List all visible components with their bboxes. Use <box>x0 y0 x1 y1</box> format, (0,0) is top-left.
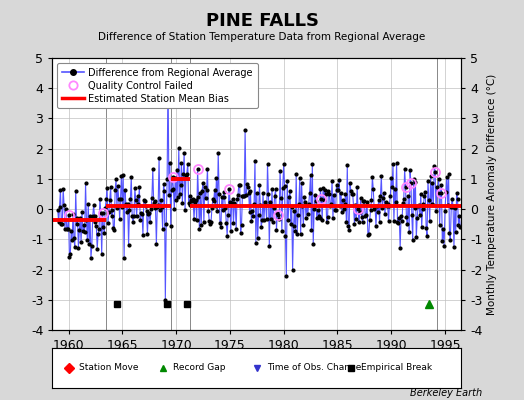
Text: Empirical Break: Empirical Break <box>361 364 432 372</box>
Legend: Difference from Regional Average, Quality Control Failed, Estimated Station Mean: Difference from Regional Average, Qualit… <box>57 63 258 108</box>
Text: Record Gap: Record Gap <box>173 364 225 372</box>
Text: PINE FALLS: PINE FALLS <box>205 12 319 30</box>
Text: Station Move: Station Move <box>79 364 138 372</box>
Text: Time of Obs. Change: Time of Obs. Change <box>267 364 362 372</box>
Text: Berkeley Earth: Berkeley Earth <box>410 388 482 398</box>
Text: Difference of Station Temperature Data from Regional Average: Difference of Station Temperature Data f… <box>99 32 425 42</box>
Y-axis label: Monthly Temperature Anomaly Difference (°C): Monthly Temperature Anomaly Difference (… <box>487 73 497 315</box>
